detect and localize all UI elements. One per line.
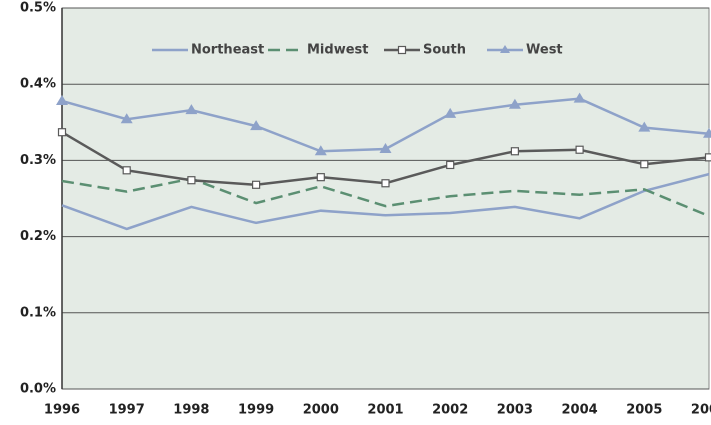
x-tick-label: 1997 — [109, 403, 145, 418]
point — [511, 148, 518, 155]
y-tick-label: 0.3% — [20, 153, 56, 168]
point — [641, 161, 648, 168]
y-tick-label: 0.2% — [20, 229, 56, 244]
x-tick-label: 2005 — [626, 403, 662, 418]
plot-area — [62, 8, 709, 389]
x-tick-label: 1999 — [238, 403, 274, 418]
legend-label: Northeast — [191, 43, 264, 58]
point — [447, 161, 454, 168]
x-tick-label: 2006 — [691, 403, 711, 418]
x-tick-label: 2003 — [497, 403, 533, 418]
legend-label: West — [526, 43, 563, 58]
legend-label: Midwest — [307, 43, 368, 58]
point — [188, 177, 195, 184]
point — [253, 181, 260, 188]
x-tick-label: 2000 — [303, 403, 339, 418]
x-tick-label: 1998 — [173, 403, 209, 418]
legend-label: South — [423, 43, 466, 58]
point — [59, 129, 66, 136]
point — [317, 174, 324, 181]
x-tick-label: 2002 — [432, 403, 468, 418]
point — [382, 180, 389, 187]
point — [576, 146, 583, 153]
y-tick-label: 0.4% — [20, 77, 56, 92]
y-tick-label: 0.1% — [20, 305, 56, 320]
x-tick-label: 2001 — [367, 403, 403, 418]
point — [706, 154, 711, 161]
x-tick-label: 2004 — [562, 403, 598, 418]
legend-marker — [399, 47, 406, 54]
x-tick-label: 1996 — [44, 403, 80, 418]
point — [123, 167, 130, 174]
y-tick-label: 0.0% — [20, 382, 56, 397]
y-tick-label: 0.5% — [20, 1, 56, 16]
